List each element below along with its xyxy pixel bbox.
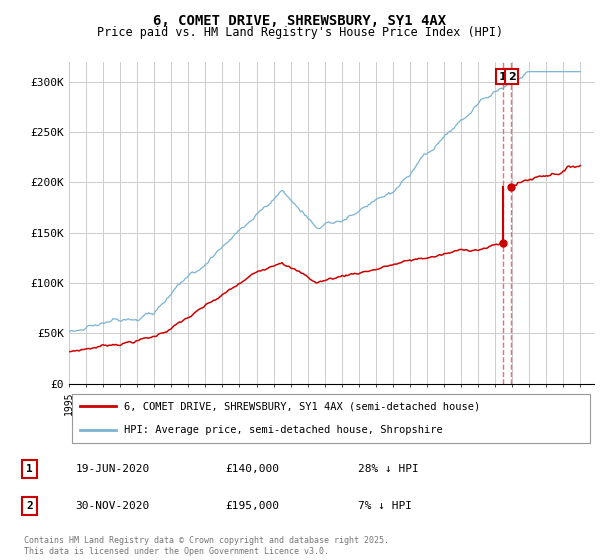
Text: 2: 2 [508,72,515,82]
Text: Price paid vs. HM Land Registry's House Price Index (HPI): Price paid vs. HM Land Registry's House … [97,26,503,39]
Text: Contains HM Land Registry data © Crown copyright and database right 2025.
This d: Contains HM Land Registry data © Crown c… [24,536,389,556]
Text: 6, COMET DRIVE, SHREWSBURY, SY1 4AX: 6, COMET DRIVE, SHREWSBURY, SY1 4AX [154,14,446,28]
Text: HPI: Average price, semi-detached house, Shropshire: HPI: Average price, semi-detached house,… [124,425,443,435]
Text: 1: 1 [499,72,506,82]
Text: 2: 2 [26,501,32,511]
FancyBboxPatch shape [71,394,590,443]
Text: 1: 1 [26,464,32,474]
Text: 7% ↓ HPI: 7% ↓ HPI [358,501,412,511]
Text: 30-NOV-2020: 30-NOV-2020 [76,501,149,511]
Text: £140,000: £140,000 [225,464,279,474]
Text: 6, COMET DRIVE, SHREWSBURY, SY1 4AX (semi-detached house): 6, COMET DRIVE, SHREWSBURY, SY1 4AX (sem… [124,402,481,412]
Text: 19-JUN-2020: 19-JUN-2020 [76,464,149,474]
Text: 28% ↓ HPI: 28% ↓ HPI [358,464,418,474]
Text: £195,000: £195,000 [225,501,279,511]
